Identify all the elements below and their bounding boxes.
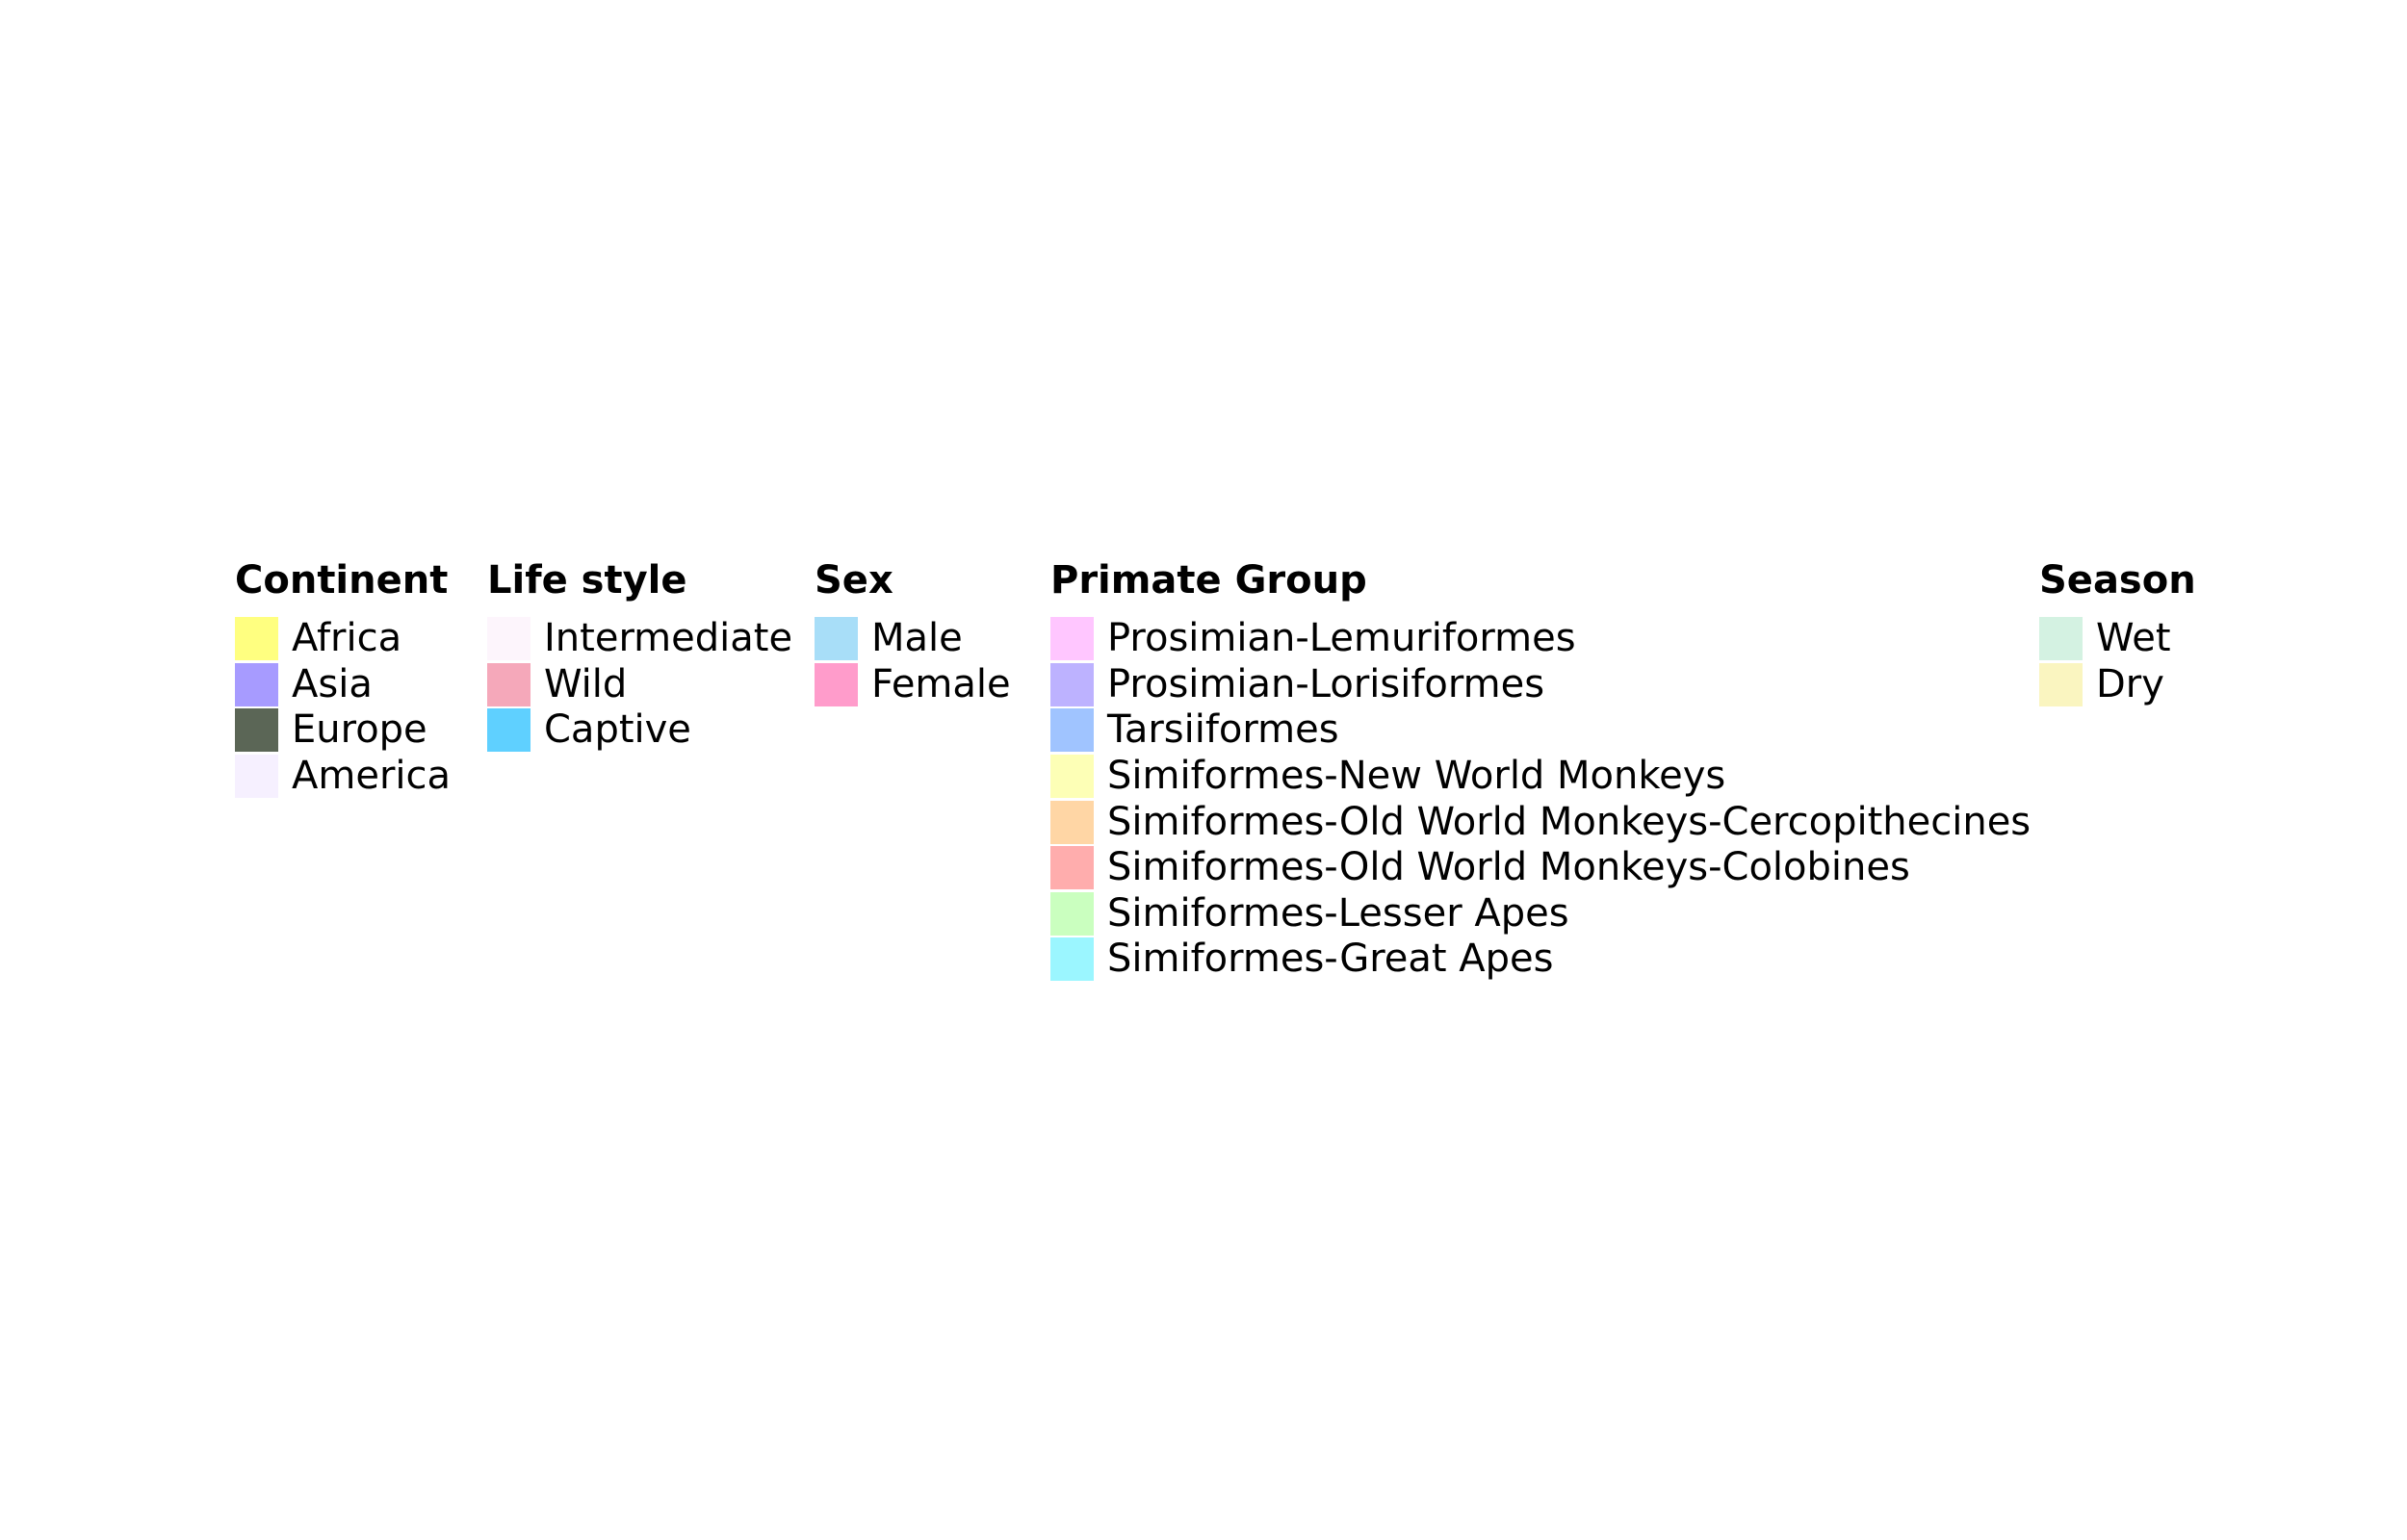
legend-entry-lifestyle: Captive	[487, 707, 792, 754]
legend-entry-primate: Simiformes-Great Apes	[1050, 937, 2031, 983]
legend-title-sex: Sex	[815, 558, 893, 603]
legend-label: America	[292, 754, 451, 799]
legend-entry-continent: Africa	[235, 616, 451, 662]
legend-label: Tarsiiformes	[1107, 707, 1339, 753]
legend-swatch	[1050, 708, 1094, 753]
legend-items-primate-group: Prosimian-Lemuriformes Prosimian-Lorisifo…	[1050, 616, 2031, 983]
legend-title-primate-group: Primate Group	[1050, 558, 1367, 603]
legend-swatch	[815, 662, 858, 706]
legend-label: Simiformes-Old World Monkeys-Colobines	[1107, 845, 1910, 890]
legend-swatch	[815, 617, 858, 661]
legend-label: Simiformes-Old World Monkeys-Cercopithec…	[1107, 799, 2032, 844]
legend-swatch	[1050, 937, 1094, 982]
legend-label: Africa	[292, 616, 402, 661]
legend-label: Prosimian-Lorisiformes	[1107, 661, 1545, 706]
legend-label: Wild	[544, 661, 628, 706]
legend-entry-season: Dry	[2039, 662, 2196, 708]
legend-label: Captive	[544, 707, 691, 753]
legend-label: Simiformes-New World Monkeys	[1107, 754, 1726, 799]
legend-swatch	[487, 662, 531, 706]
legend-entry-primate: Simiformes-Old World Monkeys-Colobines	[1050, 845, 2031, 891]
legend-sex: Sex Male Female	[815, 556, 1011, 707]
legend-label: Wet	[2096, 616, 2171, 661]
legend-swatch	[235, 708, 278, 753]
legend-title-season: Season	[2039, 558, 2196, 603]
legend-entry-primate: Simiformes-Old World Monkeys-Cercopithec…	[1050, 799, 2031, 845]
legend-entry-primate: Simiformes-Lesser Apes	[1050, 891, 2031, 937]
legend-entry-primate: Prosimian-Lemuriformes	[1050, 616, 2031, 662]
legend-primate-group: Primate Group Prosimian-Lemuriformes Pros…	[1050, 556, 2031, 983]
legend-label: Prosimian-Lemuriformes	[1107, 616, 1576, 661]
legend-swatch	[1050, 846, 1094, 890]
legend-season: Season Wet Dry	[2039, 556, 2196, 707]
legend-continent: Continent Africa Asia Europe America	[235, 556, 451, 799]
legend-swatch	[487, 617, 531, 661]
legend-title-lifestyle: Life style	[487, 558, 687, 603]
legend-label: Male	[871, 616, 963, 661]
legend-items-sex: Male Female	[815, 616, 1011, 707]
legend-entry-lifestyle: Wild	[487, 662, 792, 708]
legend-items-continent: Africa Asia Europe America	[235, 616, 451, 799]
legend-title-continent: Continent	[235, 558, 449, 603]
legend-entry-primate: Tarsiiformes	[1050, 707, 2031, 754]
legend-entry-sex: Male	[815, 616, 1011, 662]
legend-entry-continent: Asia	[235, 662, 451, 708]
legend-items-lifestyle: Intermediate Wild Captive	[487, 616, 792, 754]
legend-entry-primate: Simiformes-New World Monkeys	[1050, 754, 2031, 800]
legend-swatch	[487, 708, 531, 753]
legend-entry-primate: Prosimian-Lorisiformes	[1050, 662, 2031, 708]
legend-swatch	[235, 617, 278, 661]
legend-entry-continent: America	[235, 754, 451, 800]
legend-entry-lifestyle: Intermediate	[487, 616, 792, 662]
legend-label: Simiformes-Lesser Apes	[1107, 890, 1569, 936]
legend-entry-continent: Europe	[235, 707, 451, 754]
legend-swatch	[1050, 662, 1094, 706]
legend-swatch	[235, 755, 278, 799]
legend-entry-sex: Female	[815, 662, 1011, 708]
legend-swatch	[1050, 891, 1094, 936]
legend-label: Female	[871, 661, 1011, 706]
legend-swatch	[2039, 662, 2083, 706]
legend-swatch	[1050, 800, 1094, 844]
legend-label: Simiformes-Great Apes	[1107, 937, 1554, 982]
legend-swatch	[1050, 617, 1094, 661]
legend-items-season: Wet Dry	[2039, 616, 2196, 707]
legend-swatch	[1050, 755, 1094, 799]
legend-entry-season: Wet	[2039, 616, 2196, 662]
legend-swatch	[2039, 617, 2083, 661]
legend-label: Dry	[2096, 661, 2164, 706]
legend-swatch	[235, 662, 278, 706]
legend-label: Intermediate	[544, 616, 793, 661]
legend-lifestyle: Life style Intermediate Wild Captive	[487, 556, 792, 754]
legend-label: Asia	[292, 661, 373, 706]
legend-label: Europe	[292, 707, 427, 753]
